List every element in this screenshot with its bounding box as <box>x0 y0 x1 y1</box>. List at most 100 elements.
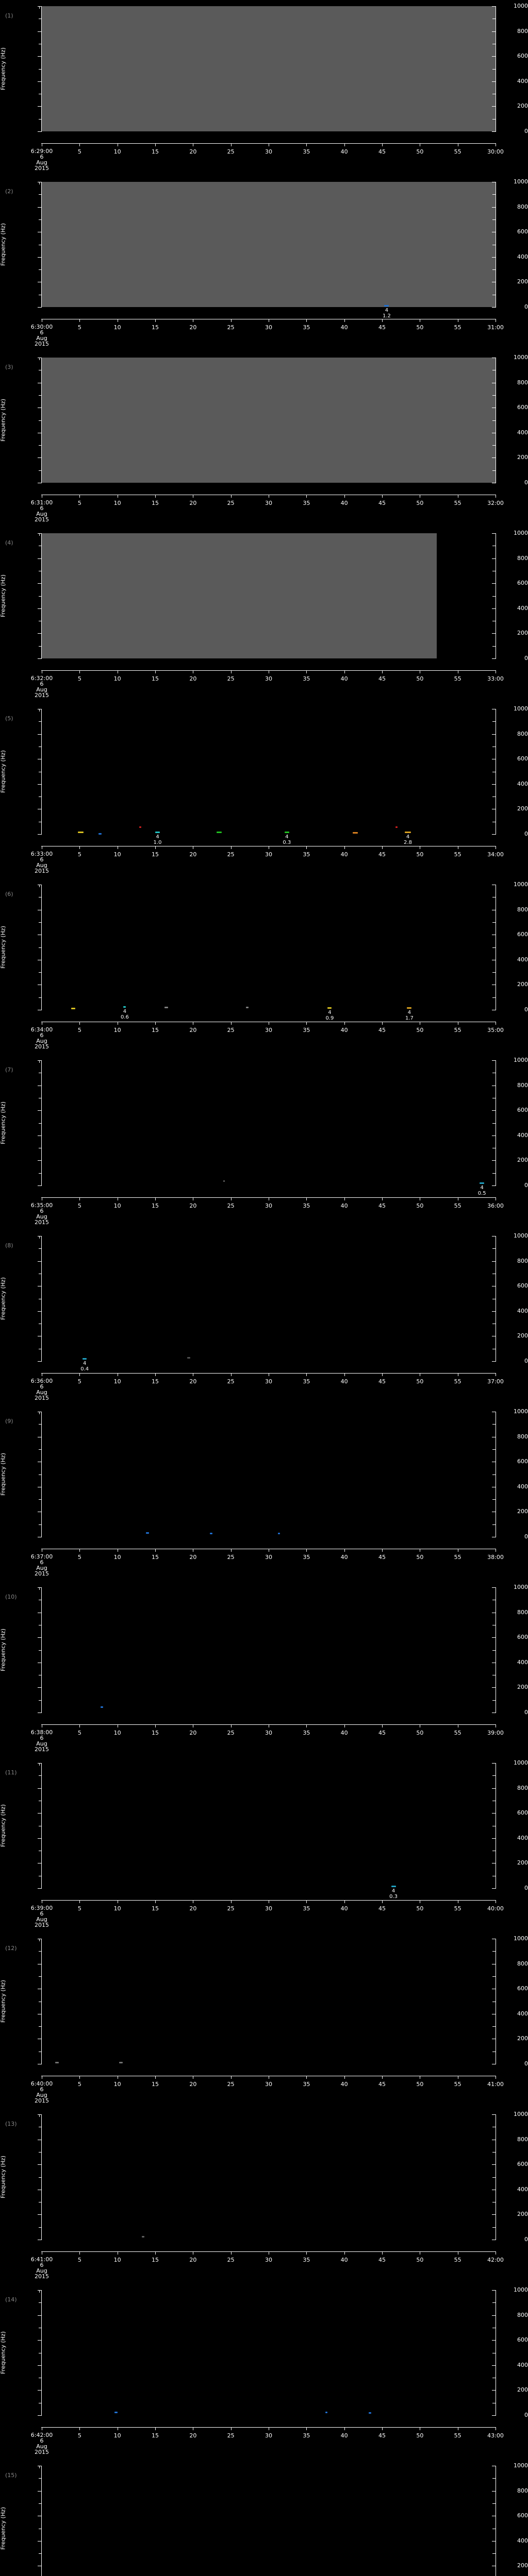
x-tick-label: 55 <box>454 2257 461 2263</box>
x-start-time: 6:35:00 <box>30 1202 53 1209</box>
x-tick-label: 35 <box>303 2432 310 2439</box>
panel-index-label: (14) <box>5 2296 17 2303</box>
panel-index-label: (3) <box>5 364 13 370</box>
detection-marker <box>325 2411 327 2413</box>
x-tick-label: 25 <box>227 851 235 858</box>
y-axis-label: Frequency (Hz) <box>0 1980 7 2023</box>
x-tick <box>344 670 345 673</box>
y-tick-right <box>492 1110 496 1111</box>
y-tick <box>38 2290 42 2291</box>
x-tick-label: 40 <box>340 2081 348 2088</box>
y-tick-minor <box>39 1951 42 1952</box>
y-tick-minor-right <box>492 972 496 973</box>
y-tick-label: 200 <box>517 1684 528 1691</box>
panel-index-label: (13) <box>5 2121 17 2127</box>
y-tick-label: 600 <box>517 931 528 938</box>
y-tick-minor-right <box>492 420 496 421</box>
y-tick-label: 1000 <box>514 2111 528 2117</box>
y-tick-label: 600 <box>517 1107 528 1114</box>
y-tick-label: 400 <box>517 2537 528 2544</box>
detection-marker <box>123 1006 126 1008</box>
x-axis-start-label: 6:36:00 6 Aug 2015 <box>31 1378 53 1401</box>
marker-annotation: 4 0.3 <box>389 1888 398 1900</box>
y-tick-minor <box>39 420 42 421</box>
x-axis-start-label: 6:30:00 6 Aug 2015 <box>31 324 53 347</box>
x-axis-start-label: 6:33:00 6 Aug 2015 <box>31 851 53 874</box>
x-tick-label: 15 <box>152 1027 159 1033</box>
date-day: 6 <box>40 1383 44 1390</box>
date-day: 6 <box>40 329 44 336</box>
date-year: 2015 <box>35 2449 49 2455</box>
y-tick-label: 600 <box>517 1985 528 1992</box>
x-tick-label: 35 <box>303 2257 310 2263</box>
y-tick-minor <box>39 69 42 70</box>
x-axis-start-label: 6:31:00 6 Aug 2015 <box>31 500 53 522</box>
x-tick-label: 30 <box>265 1905 272 1912</box>
y-tick-label: 200 <box>517 630 528 637</box>
y-axis-top-cap <box>39 885 40 887</box>
x-tick-label: 10 <box>113 1378 121 1385</box>
y-tick-label: 600 <box>517 1634 528 1641</box>
y-tick-minor-right <box>492 1449 496 1450</box>
x-tick-label: 30 <box>265 1027 272 1033</box>
x-tick <box>79 2251 80 2255</box>
y-tick-label: 1000 <box>514 530 528 536</box>
x-tick <box>344 846 345 849</box>
x-tick-label: 35 <box>303 675 310 682</box>
marker-count: 4 <box>83 1361 87 1367</box>
x-tick-label: 25 <box>227 675 235 682</box>
detection-marker <box>216 831 222 833</box>
x-tick-label: 25 <box>227 324 235 331</box>
x-start-time: 6:38:00 <box>30 1729 53 1736</box>
x-tick <box>382 319 383 322</box>
x-tick-label: 15 <box>152 675 159 682</box>
y-tick <box>38 1687 42 1688</box>
x-tick-label: 40 <box>340 851 348 858</box>
x-tick-label: 30 <box>265 1202 272 1209</box>
x-tick-label: 5 <box>77 1905 81 1912</box>
y-tick-label: 0 <box>524 1709 528 1716</box>
x-tick <box>79 1373 80 1376</box>
y-tick-minor <box>39 2227 42 2228</box>
x-start-time: 6:31:00 <box>30 499 53 506</box>
y-axis-label: Frequency (Hz) <box>0 926 7 969</box>
x-start-time: 6:33:00 <box>30 851 53 857</box>
y-tick <box>38 131 42 132</box>
x-tick-label: 10 <box>113 2081 121 2088</box>
y-tick-label: 800 <box>517 1608 528 1616</box>
y-tick <box>38 2490 42 2492</box>
panel-index-label: (11) <box>5 1769 17 1776</box>
y-tick-label: 400 <box>517 2361 528 2368</box>
y-tick-right <box>492 6 496 7</box>
x-tick-label: 55 <box>454 1554 461 1561</box>
x-axis-start-label: 6:41:00 6 Aug 2015 <box>31 2257 53 2279</box>
spectrogram-panel: (15)Frequency (Hz)0200400600800100040.36… <box>0 2460 528 2576</box>
y-axis-top-cap <box>39 2290 40 2293</box>
y-axis-top-cap <box>39 182 40 184</box>
x-tick <box>79 670 80 673</box>
marker-value: 0.4 <box>80 1366 89 1372</box>
x-tick-label: 15 <box>152 2257 159 2263</box>
x-tick-label: 45 <box>378 2257 386 2263</box>
y-tick-label: 0 <box>524 303 528 310</box>
x-tick <box>230 1373 232 1376</box>
y-axis-top-cap <box>39 1939 40 1941</box>
y-tick-minor-right <box>492 1499 496 1500</box>
y-tick-label: 400 <box>517 604 528 612</box>
x-tick-label: 35 <box>303 148 310 155</box>
y-axis-label: Frequency (Hz) <box>0 1629 7 1671</box>
x-tick-label: 30 <box>265 500 272 506</box>
y-tick-minor <box>39 796 42 798</box>
x-tick <box>344 1549 345 1552</box>
y-tick-minor-right <box>492 922 496 923</box>
y-tick-label: 400 <box>517 956 528 963</box>
y-tick-label: 400 <box>517 780 528 787</box>
y-tick-minor-right <box>492 646 496 647</box>
x-tick-label: 45 <box>378 324 386 331</box>
x-axis-end-label: 30:00 <box>487 148 504 155</box>
x-tick <box>230 2076 232 2079</box>
x-tick <box>155 143 156 146</box>
x-tick <box>344 319 345 322</box>
marker-value: 0.6 <box>120 1014 129 1020</box>
date-year: 2015 <box>35 341 49 347</box>
